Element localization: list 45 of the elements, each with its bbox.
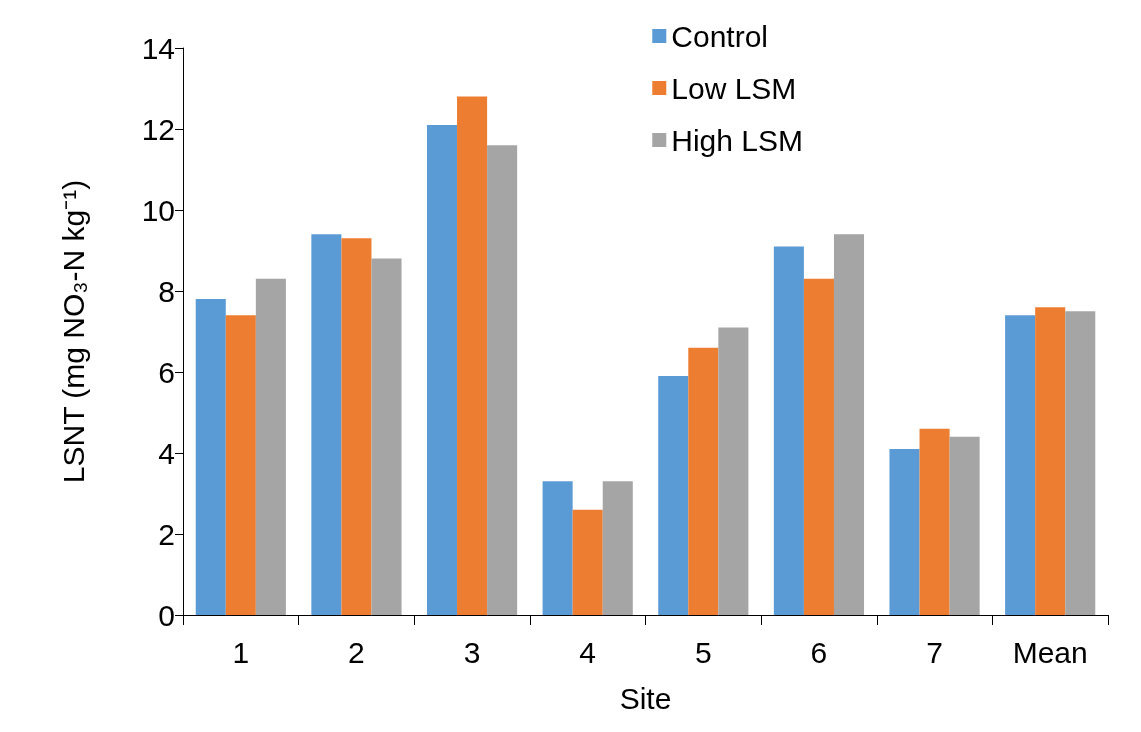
x-tick-label: 6 — [810, 635, 828, 669]
x-tick-label: 4 — [579, 635, 597, 669]
y-tick-label: 2 — [158, 517, 175, 551]
bar — [341, 238, 372, 615]
y-axis-title: LSNT (mg NO₃-N kg⁻¹) — [56, 179, 90, 484]
bar — [688, 347, 719, 615]
y-tick-label: 12 — [141, 112, 175, 146]
bar — [718, 327, 749, 615]
bar — [572, 509, 603, 615]
bar — [426, 124, 458, 615]
legend-label: High LSM — [671, 123, 803, 157]
y-tick-label: 14 — [141, 31, 175, 65]
bar — [487, 145, 518, 615]
bar — [919, 428, 950, 615]
bar — [1065, 311, 1096, 615]
bar — [255, 278, 286, 615]
bar — [371, 258, 402, 615]
x-tick-label: 7 — [926, 635, 943, 669]
bar — [803, 278, 834, 615]
legend-label: Low LSM — [671, 71, 797, 105]
x-axis-title: Site — [619, 681, 672, 715]
legend-label: Control — [671, 19, 768, 53]
x-tick-label: 5 — [694, 635, 712, 669]
x-tick-label: 1 — [232, 635, 250, 669]
bar — [658, 376, 689, 615]
y-tick-label: 10 — [141, 193, 175, 227]
bar — [949, 436, 980, 615]
y-tick-label: 8 — [158, 274, 175, 308]
bar — [602, 481, 633, 615]
bar — [311, 234, 342, 615]
x-tick-label: Mean — [1012, 635, 1088, 669]
bar — [889, 448, 920, 615]
x-tick-label: 2 — [348, 635, 365, 669]
y-tick-label: 0 — [158, 598, 175, 632]
y-tick-label: 6 — [158, 355, 175, 389]
bar — [1035, 307, 1066, 615]
y-tick-label: 4 — [158, 436, 175, 470]
bar — [195, 299, 226, 615]
bar — [225, 315, 256, 615]
bar — [542, 481, 573, 615]
bar — [1005, 315, 1036, 615]
bar — [773, 246, 804, 615]
x-tick-label: 3 — [463, 635, 481, 669]
bar — [833, 234, 865, 615]
bar — [457, 96, 488, 615]
